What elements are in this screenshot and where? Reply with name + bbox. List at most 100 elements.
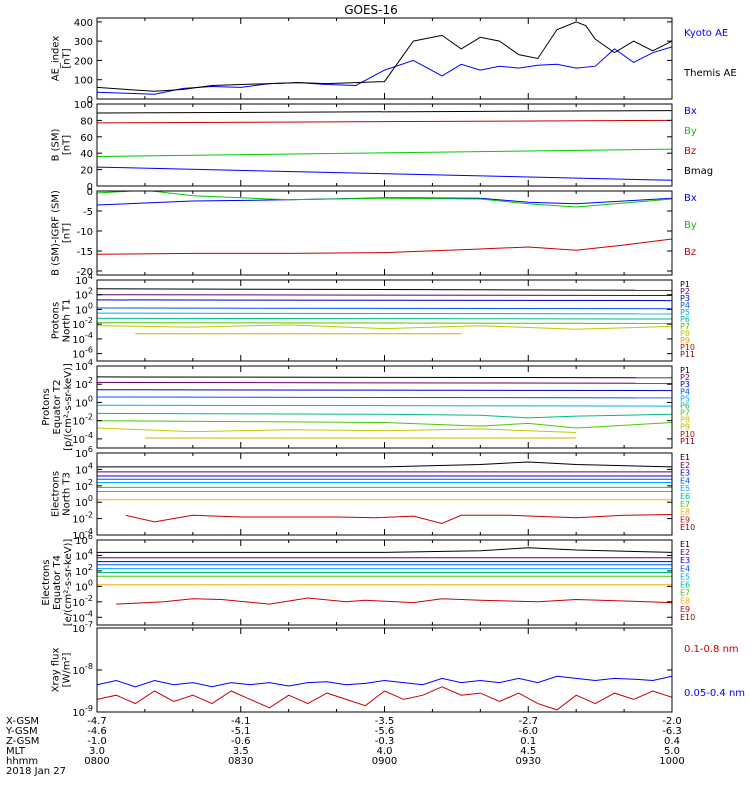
legend-entry: P3	[680, 294, 690, 303]
series-group	[97, 675, 672, 711]
ytick-label: 60	[80, 133, 93, 144]
ytick-label: 100	[74, 100, 93, 111]
legend-entry: By	[684, 126, 697, 137]
series-line-ee-8	[116, 597, 672, 605]
ylabel: North T3	[62, 472, 73, 516]
ytick-label: 100	[74, 76, 93, 87]
series-line-pn-2	[97, 299, 672, 302]
legend-entry: 0.1-0.8 nm	[684, 644, 739, 655]
ytick-label: -5	[83, 207, 93, 218]
ylabel: Electrons	[41, 559, 52, 605]
legend-entry: E6	[680, 581, 690, 590]
ytick-label: 100	[75, 494, 93, 509]
ytick-label: 0	[87, 182, 93, 193]
series-line-xray-1	[97, 675, 672, 688]
panel-bdiff: -20 -15 -10 -5 0 B (SM)-IGRF (SM) [nT] Bx By Bz	[51, 187, 697, 278]
ytick-label: 10-2	[72, 413, 93, 428]
footer-value: -0.3	[375, 736, 395, 747]
ytick-label: 0	[87, 95, 93, 106]
legend-entry: P8	[680, 416, 690, 425]
legend-entry: E8	[680, 597, 690, 606]
ylabel: B (SM)	[51, 128, 62, 161]
ytick-label: 104	[75, 547, 93, 562]
series-line-pe-1	[97, 381, 672, 384]
legend-entry: E9	[680, 605, 690, 614]
legend-entry: E7	[680, 500, 690, 509]
footer-row-label: hhmm	[6, 756, 38, 767]
ephemeris-footer: X-GSM -4.7 -4.1 -3.5 -2.7 -2.0 Y-GSM -4.6 -5.1 -5…	[5, 716, 685, 777]
series-line-pe-5	[97, 412, 672, 419]
series-line-pe-7	[97, 427, 577, 433]
ylabel: AE_index	[51, 36, 62, 82]
series-line-ae-0	[97, 46, 672, 95]
footer-value: 1000	[659, 756, 684, 767]
legend-entry: P1	[680, 366, 690, 375]
series-line-pn-6	[97, 322, 672, 324]
series-line-bdiff-1	[97, 191, 672, 208]
series-line-bdiff-2	[97, 238, 672, 255]
ylabel: [nT]	[62, 135, 73, 155]
legend-entry: P11	[680, 437, 695, 446]
legend-entry: E8	[680, 508, 690, 517]
ylabel: Electrons	[51, 471, 62, 517]
ytick-label: -15	[77, 247, 93, 258]
series-line-ae-1	[97, 21, 672, 92]
legend-entry: E7	[680, 589, 690, 598]
legend-entry: E3	[680, 556, 690, 565]
legend-entry: E4	[680, 564, 690, 573]
panel-ae: 0 100 200 300 400 AE_index [nT] Kyoto AE Themis …	[51, 17, 737, 106]
footer-value: -3.5	[375, 716, 395, 727]
series-line-pe-2	[97, 389, 672, 392]
legend-entry: E4	[680, 476, 690, 485]
ytick-label: 102	[75, 376, 93, 391]
ytick-label: 200	[74, 56, 93, 67]
ytick-label: 0	[87, 187, 93, 198]
ylabel: North T1	[62, 299, 73, 343]
legend-entry: P4	[680, 301, 690, 310]
legend-entry: E10	[680, 613, 695, 622]
ytick-label: 10-4	[72, 431, 93, 446]
footer-value: -1.0	[87, 736, 107, 747]
ytick-label: -10	[77, 227, 93, 238]
series-group	[97, 21, 672, 95]
footer-row-label: X-GSM	[6, 716, 39, 727]
plot-title: GOES-16	[344, 3, 398, 17]
legend-entry: By	[684, 220, 697, 231]
legend-entry: P10	[680, 430, 695, 439]
series-line-pe-3	[97, 396, 672, 399]
series-line-en-8	[125, 514, 672, 525]
footer-value: 0800	[84, 756, 109, 767]
series-group	[97, 110, 672, 181]
series-group	[97, 461, 672, 525]
ytick-label: 102	[75, 287, 93, 302]
panel-frame	[96, 365, 673, 449]
series-group	[97, 288, 672, 335]
legend-entry: P9	[680, 423, 690, 432]
series-line-bsm-0	[97, 166, 672, 181]
footer-value: 0830	[228, 756, 253, 767]
ylabel: [nT]	[62, 223, 73, 243]
legend-entry: Bz	[684, 247, 696, 258]
ytick-label: -20	[77, 267, 93, 278]
series-line-pn-0	[97, 288, 672, 291]
footer-value: 5.0	[664, 746, 680, 757]
ytick-label: 100	[75, 394, 93, 409]
legend-entry: Themis AE	[683, 68, 737, 79]
ytick-label: 102	[75, 478, 93, 493]
series-line-pn-3	[97, 307, 672, 310]
legend-entry: Bx	[684, 106, 697, 117]
footer-date: 2018 Jan 27	[6, 766, 66, 777]
legend-entry: E10	[680, 523, 695, 532]
legend-entry: P10	[680, 343, 695, 352]
footer-row-label: MLT	[6, 746, 26, 757]
footer-value: 0930	[516, 756, 541, 767]
ytick-label: 104	[75, 461, 93, 476]
series-line-xray-0	[97, 686, 672, 711]
footer-value: 4.5	[520, 746, 536, 757]
footer-value: 4.0	[377, 746, 393, 757]
ytick-label: 80	[80, 116, 93, 127]
